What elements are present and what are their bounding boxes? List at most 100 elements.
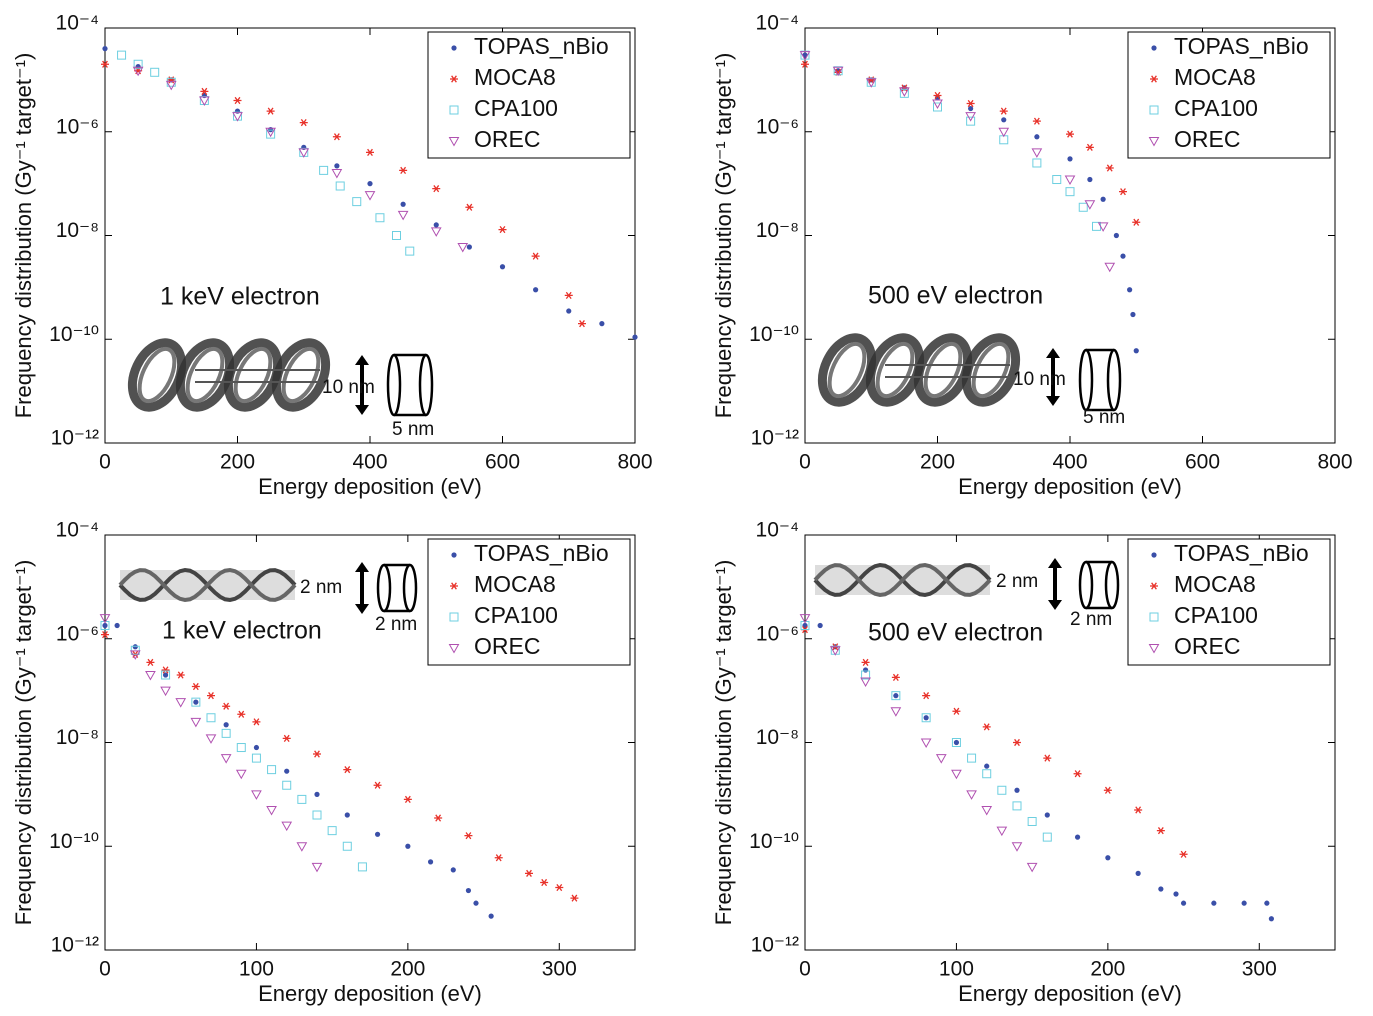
point [966,99,975,108]
point [297,794,307,804]
point [99,614,111,624]
legend-marker [1150,582,1158,590]
point [190,717,202,728]
point [191,697,201,707]
point [1105,164,1114,172]
cylinder-end [1104,560,1120,610]
point [207,692,215,700]
legend: TOPAS_nBio MOCA8 CPA100 OREC [1127,538,1331,666]
cylinder-end [1078,560,1094,610]
point [1043,754,1052,762]
point [193,699,199,705]
point [981,805,993,816]
cylinder [394,353,426,417]
dna-strand [118,567,297,603]
x-tick-label: 0 [99,958,111,981]
x-axis-label: Energy deposition (eV) [258,474,482,499]
point [525,869,533,877]
point [899,87,910,97]
point [457,243,469,253]
point [1264,900,1270,906]
series [99,614,323,873]
point [800,621,810,631]
point [933,102,942,112]
point [1087,176,1093,183]
point [921,713,931,723]
legend: TOPAS_nBio MOCA8 CPA100 OREC [1127,31,1331,159]
point [282,734,291,742]
point [464,832,473,840]
dna-coil [271,338,331,412]
point [996,826,1008,837]
point [599,321,605,327]
point [251,753,261,763]
y-axis-label: Frequency distribution (Gy⁻¹ target⁻¹) [11,560,36,926]
annotation: 500 eV electron [868,282,1043,310]
point [632,334,638,340]
point [191,682,200,691]
point [555,883,564,892]
point [966,116,976,126]
point [1064,175,1076,186]
point [1085,143,1094,151]
legend-marker [450,582,458,590]
point [312,810,322,820]
x-axis-label: Energy deposition (eV) [958,981,1182,1006]
dna-coil [875,341,915,399]
y-tick-label: 10⁻¹⁰ [49,323,99,346]
legend-box [1127,31,1331,159]
point [932,99,943,110]
point [434,814,443,822]
point [1097,222,1109,232]
point [266,129,276,139]
point [101,631,109,639]
point [570,894,579,902]
cylinder-end [386,353,402,417]
x-tick-label: 200 [390,958,425,981]
point [1026,862,1038,873]
y-tick-label: 10⁻⁴ [56,12,99,35]
point [375,213,385,223]
point [266,805,277,816]
legend: TOPAS_nBio MOCA8 CPA100 OREC [427,31,631,159]
y-tick-label: 10⁻⁶ [56,622,99,645]
point [533,287,539,293]
point [1011,842,1023,852]
y-axis-label: Frequency distribution (Gy⁻¹ target⁻¹) [711,53,736,419]
point [132,644,138,650]
point [235,769,247,780]
y-tick-label: 10⁻¹⁰ [49,830,99,853]
point [161,666,170,674]
point [1105,855,1111,861]
y-tick-label: 10⁻¹⁰ [749,830,799,853]
point [432,185,441,193]
series [132,66,469,253]
arrow-head [355,355,369,365]
point [1065,187,1075,197]
arrow-head [355,562,369,572]
y-tick-label: 10⁻⁸ [756,726,799,749]
point [130,645,140,655]
point [223,722,229,728]
point [400,201,406,207]
dna-coil [961,333,1021,407]
point [232,112,243,122]
point [1073,770,1082,778]
cylinder [1086,560,1112,610]
point [465,887,472,894]
point [162,672,169,678]
point [114,622,120,629]
point [220,754,232,764]
x-tick-label: 600 [1185,451,1220,474]
point [982,769,992,779]
annotation: 2 nm [300,577,342,598]
point [951,769,962,780]
series [799,51,1116,273]
point [335,181,345,191]
point [578,320,586,328]
point [1044,812,1050,818]
legend-label: OREC [474,126,540,152]
point [494,854,503,862]
point [265,127,276,138]
point [967,753,977,763]
